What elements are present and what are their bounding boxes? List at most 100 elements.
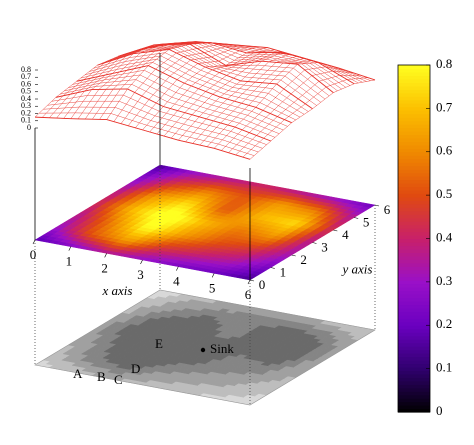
colorbar-cell [398, 176, 430, 181]
colorbar-cell [398, 186, 430, 191]
x-tick [32, 239, 36, 245]
colorbar-cell [398, 196, 430, 201]
colorbar-cell [398, 78, 430, 83]
colorbar-cell [398, 380, 430, 385]
colorbar-cell [398, 158, 430, 163]
colorbar-cell [398, 68, 430, 73]
colorbar-cell [398, 321, 430, 326]
y-tick-label: 4 [342, 227, 349, 242]
x-tick [104, 253, 107, 258]
colorbar-cell [398, 117, 430, 122]
x-tick [140, 259, 143, 265]
x-tick-label: 1 [66, 254, 73, 269]
colorbar-cell [398, 248, 430, 253]
colorbar-cell [398, 228, 430, 233]
annotation: B [97, 369, 106, 384]
x-tick-label: 6 [245, 287, 252, 302]
y-tick [312, 242, 317, 244]
colorbar-cell [398, 401, 430, 406]
colorbar-cell [398, 155, 430, 160]
y-tick-label: 1 [280, 264, 287, 279]
sink-marker [200, 347, 206, 353]
mesh-line [249, 79, 376, 160]
colorbar-cell [398, 387, 430, 392]
colorbar-cell [398, 405, 430, 410]
surface-row [76, 65, 292, 124]
colorbar-cell [398, 182, 430, 188]
colorbar-cell [398, 290, 430, 295]
colorbar-cell [398, 96, 430, 101]
colorbar-cell [398, 269, 430, 274]
colorbar-cell [398, 179, 430, 184]
colorbar-cell [398, 408, 430, 413]
colorbar-cell [398, 297, 430, 302]
mesh-line [242, 77, 368, 158]
colorbar-cell [398, 259, 430, 264]
colorbar-cell [398, 314, 430, 319]
x-tick-label: 3 [137, 267, 144, 282]
x-tick-label: 5 [209, 280, 216, 295]
colorbar-cell [398, 353, 430, 358]
colorbar-cell [398, 231, 430, 236]
x-tick [68, 246, 72, 251]
z-tick-label: 0.7 [21, 72, 31, 81]
colorbar-cell [398, 172, 430, 177]
contour-plane [34, 289, 376, 406]
annotation: E [155, 336, 163, 351]
y-tick [291, 254, 296, 257]
colorbar-cell [398, 106, 430, 111]
colorbar-cell [398, 377, 430, 382]
surface-row [159, 41, 376, 81]
colorbar-tick-label: 0.5 [436, 186, 452, 201]
colorbar-cell [398, 294, 430, 299]
colorbar-cell [398, 82, 430, 87]
y-tick [249, 279, 255, 282]
colorbar-cell [398, 287, 430, 292]
colorbar-cell [398, 92, 430, 97]
y-tick [333, 229, 338, 232]
colorbar-cell [398, 366, 430, 371]
colorbar-cell [398, 356, 430, 361]
colorbar-cell [398, 255, 430, 260]
colorbar-tick-label: 0.1 [436, 360, 452, 375]
colorbar-cell [398, 144, 430, 149]
x-tick [211, 273, 215, 278]
colorbar-cell [398, 85, 430, 90]
colorbar-cell [398, 346, 430, 351]
y-axis-label: y axis [341, 261, 373, 276]
colorbar-cell [398, 99, 430, 104]
surface-row [97, 48, 313, 110]
colorbar-cell [398, 318, 430, 323]
colorbar-cell [398, 151, 430, 156]
colorbar-cell [398, 193, 430, 198]
colorbar: 0 0.1 0.2 0.3 0.4 0.5 0.6 0.7 0.8 [397, 56, 453, 418]
annotation: A [73, 366, 83, 381]
colorbar-cell [398, 123, 430, 129]
colorbar-cell [398, 328, 430, 333]
colorbar-cell [398, 235, 430, 240]
colorbar-cell [398, 203, 430, 208]
colorbar-tick-label: 0.7 [436, 99, 453, 114]
colorbar-cell [398, 169, 430, 174]
x-tick [247, 279, 251, 285]
y-tick-label: 6 [384, 202, 391, 217]
colorbar-cell [398, 221, 430, 226]
colorbar-cell [398, 276, 430, 281]
surface-row [118, 43, 334, 93]
x-tick [176, 266, 179, 271]
surface-plane [34, 41, 376, 160]
mesh-line [56, 42, 182, 119]
colorbar-cell [398, 384, 430, 389]
colorbar-cell [398, 127, 430, 132]
colorbar-cell [398, 300, 430, 306]
colorbar-cell [398, 307, 430, 312]
x-tick-label: 0 [30, 247, 37, 262]
colorbar-cell [398, 373, 430, 378]
mesh-line [228, 70, 354, 153]
colorbar-cell [398, 363, 430, 368]
mesh-line [47, 100, 263, 149]
z-tick-label: 0 [27, 123, 31, 132]
colorbar-cell [398, 65, 430, 70]
colorbar-cell [398, 252, 430, 257]
